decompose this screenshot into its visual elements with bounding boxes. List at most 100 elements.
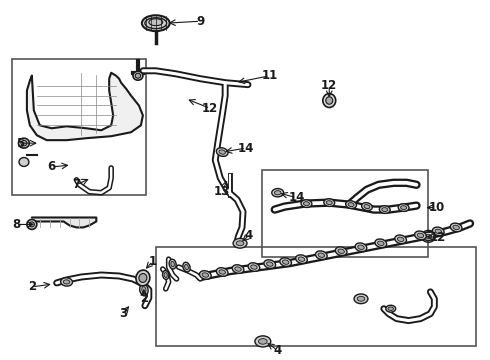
Ellipse shape <box>357 296 365 301</box>
Bar <box>262 170 428 257</box>
Ellipse shape <box>425 234 432 238</box>
Ellipse shape <box>326 201 332 204</box>
Ellipse shape <box>251 265 257 269</box>
Ellipse shape <box>19 138 29 148</box>
Ellipse shape <box>142 287 146 293</box>
Ellipse shape <box>199 271 211 279</box>
Ellipse shape <box>417 233 424 238</box>
Ellipse shape <box>453 225 459 230</box>
Ellipse shape <box>259 339 267 344</box>
Ellipse shape <box>282 260 289 264</box>
Text: 5: 5 <box>16 137 24 150</box>
Text: 10: 10 <box>428 201 444 214</box>
Text: 4: 4 <box>245 229 253 242</box>
Ellipse shape <box>63 280 70 284</box>
Ellipse shape <box>435 229 441 234</box>
Ellipse shape <box>183 262 190 272</box>
Ellipse shape <box>264 260 276 269</box>
Text: 1: 1 <box>149 255 157 267</box>
Ellipse shape <box>135 73 141 78</box>
Text: 11: 11 <box>262 69 278 82</box>
Ellipse shape <box>326 97 333 104</box>
Ellipse shape <box>202 273 209 277</box>
Ellipse shape <box>397 237 404 242</box>
Text: 9: 9 <box>196 15 204 28</box>
Ellipse shape <box>382 208 388 211</box>
Ellipse shape <box>280 258 292 266</box>
Ellipse shape <box>164 273 167 278</box>
Text: 3: 3 <box>119 307 127 320</box>
Ellipse shape <box>232 265 244 273</box>
Ellipse shape <box>303 202 310 206</box>
Ellipse shape <box>185 265 188 270</box>
Text: 8: 8 <box>12 218 20 231</box>
Ellipse shape <box>235 267 241 271</box>
Ellipse shape <box>217 148 228 156</box>
Bar <box>12 59 146 195</box>
Ellipse shape <box>169 259 176 269</box>
Ellipse shape <box>364 204 370 208</box>
Ellipse shape <box>136 270 150 286</box>
Ellipse shape <box>255 336 271 347</box>
Polygon shape <box>27 73 143 140</box>
Ellipse shape <box>318 253 324 257</box>
Ellipse shape <box>29 222 34 227</box>
Text: 6: 6 <box>48 161 56 174</box>
Ellipse shape <box>415 231 426 240</box>
Ellipse shape <box>233 238 247 248</box>
Ellipse shape <box>354 294 368 303</box>
Text: 12: 12 <box>430 231 446 244</box>
Text: 14: 14 <box>288 191 305 204</box>
Ellipse shape <box>335 247 347 256</box>
Ellipse shape <box>388 307 393 310</box>
Text: 2: 2 <box>28 280 36 293</box>
Ellipse shape <box>358 245 364 249</box>
Ellipse shape <box>236 241 244 246</box>
Ellipse shape <box>301 200 312 207</box>
Ellipse shape <box>355 243 367 252</box>
Ellipse shape <box>27 220 37 229</box>
Polygon shape <box>32 217 97 228</box>
Ellipse shape <box>295 255 307 264</box>
Ellipse shape <box>149 19 163 26</box>
Ellipse shape <box>345 201 357 208</box>
Ellipse shape <box>219 150 225 154</box>
Ellipse shape <box>450 223 462 232</box>
Text: 4: 4 <box>273 344 282 357</box>
Ellipse shape <box>145 18 167 29</box>
Ellipse shape <box>298 257 305 261</box>
Ellipse shape <box>21 140 27 146</box>
Ellipse shape <box>379 206 390 213</box>
Ellipse shape <box>142 15 170 31</box>
Ellipse shape <box>375 239 387 248</box>
Ellipse shape <box>362 203 372 211</box>
Ellipse shape <box>323 94 336 108</box>
Text: 7: 7 <box>73 178 80 191</box>
Ellipse shape <box>422 232 434 240</box>
Ellipse shape <box>140 284 148 296</box>
Ellipse shape <box>19 158 29 166</box>
Ellipse shape <box>163 271 169 279</box>
Ellipse shape <box>267 262 273 266</box>
Text: 13: 13 <box>214 185 230 198</box>
Ellipse shape <box>395 235 407 244</box>
Ellipse shape <box>274 191 281 195</box>
Text: 14: 14 <box>238 141 254 154</box>
Ellipse shape <box>171 261 174 267</box>
Ellipse shape <box>316 251 327 260</box>
Ellipse shape <box>61 278 73 286</box>
Ellipse shape <box>217 268 228 276</box>
Ellipse shape <box>139 274 147 282</box>
Ellipse shape <box>348 203 354 207</box>
Text: 12: 12 <box>202 102 219 115</box>
Text: 2: 2 <box>140 292 148 305</box>
Ellipse shape <box>398 204 409 211</box>
Ellipse shape <box>338 249 344 253</box>
Ellipse shape <box>219 270 225 274</box>
Ellipse shape <box>433 227 444 236</box>
Ellipse shape <box>272 189 284 197</box>
Ellipse shape <box>378 241 384 246</box>
Ellipse shape <box>248 263 260 271</box>
Bar <box>156 247 476 346</box>
Ellipse shape <box>324 199 335 207</box>
